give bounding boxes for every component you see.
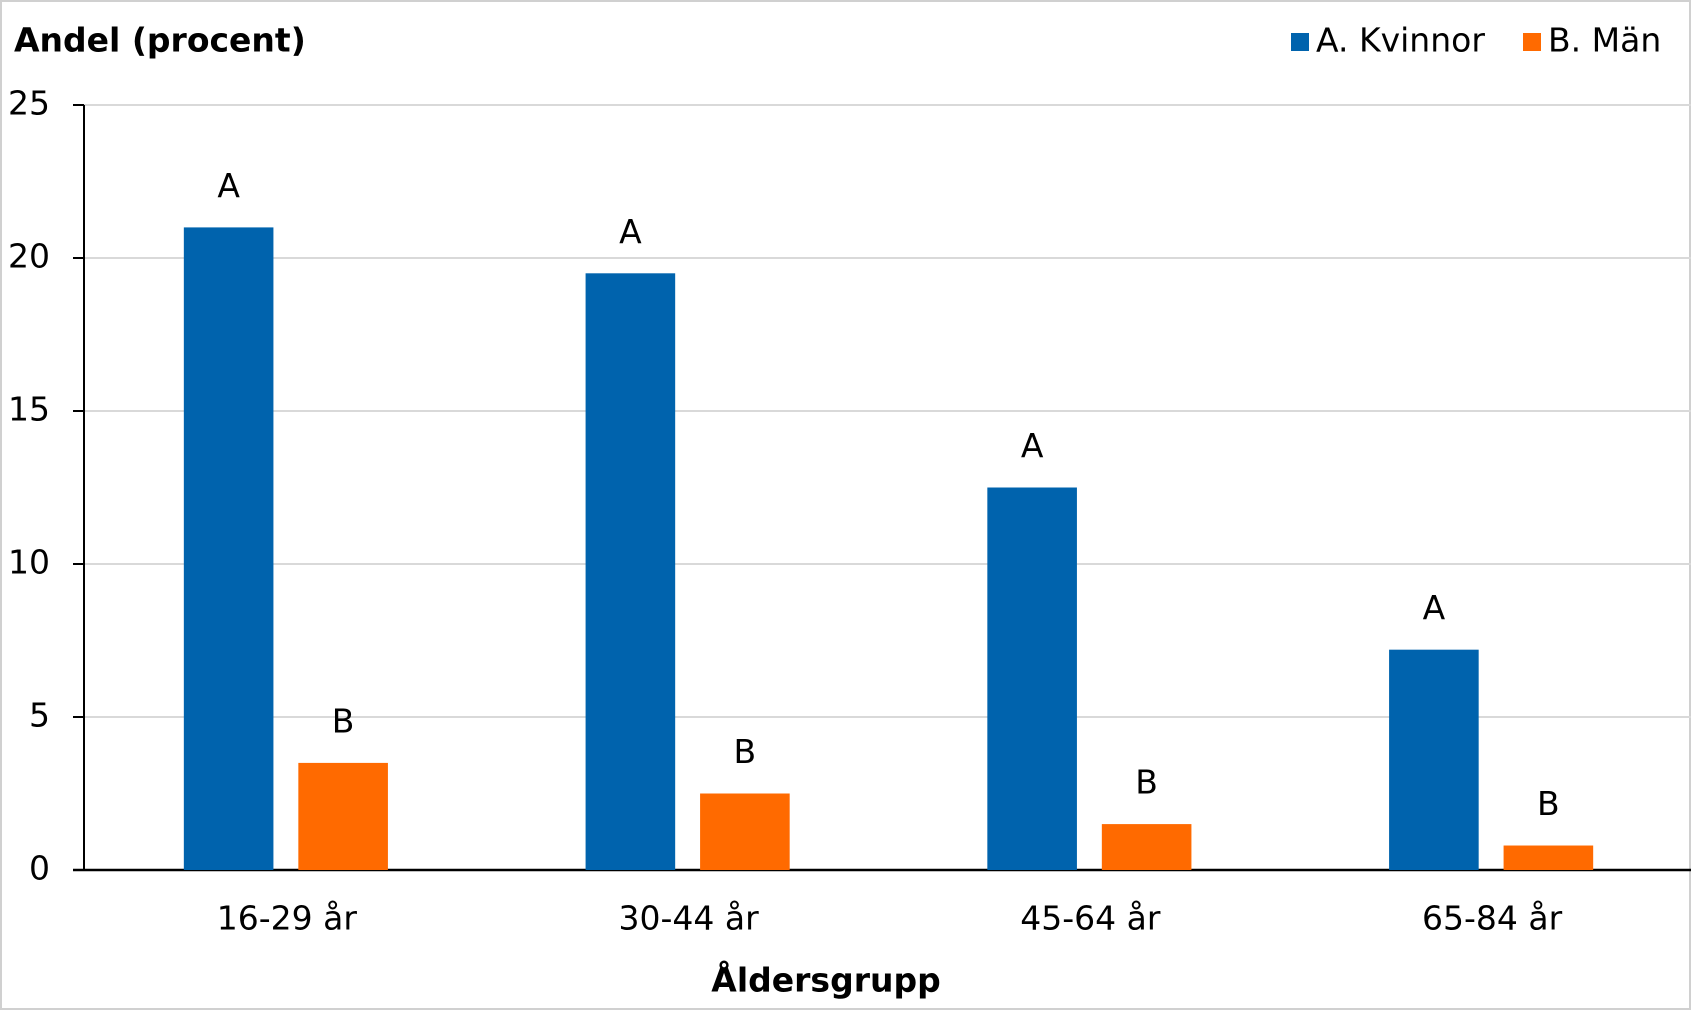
bar-label: A bbox=[1423, 588, 1446, 627]
bar bbox=[1101, 824, 1192, 870]
y-tick-label: 25 bbox=[8, 84, 50, 123]
y-tick-label: 20 bbox=[8, 237, 50, 276]
legend-label: B. Män bbox=[1548, 21, 1661, 60]
x-axis-title: Åldersgrupp bbox=[711, 960, 940, 1000]
bar-label: B bbox=[332, 701, 355, 740]
bar-label: B bbox=[734, 732, 757, 771]
bar bbox=[987, 487, 1077, 870]
x-tick-label: 45-64 år bbox=[1020, 899, 1161, 938]
legend-swatch bbox=[1291, 33, 1309, 51]
y-axis-title: Andel (procent) bbox=[14, 21, 306, 60]
x-tick-label: 16-29 år bbox=[217, 899, 358, 938]
legend-swatch bbox=[1523, 33, 1541, 51]
bar bbox=[700, 793, 790, 870]
bar-label: B bbox=[1135, 763, 1158, 802]
y-tick-label: 5 bbox=[29, 696, 50, 735]
y-tick-label: 0 bbox=[29, 849, 50, 888]
x-tick-label: 30-44 år bbox=[619, 899, 760, 938]
bar bbox=[183, 227, 274, 870]
bar bbox=[1389, 649, 1479, 870]
bar-label: A bbox=[217, 166, 240, 205]
bar-label: A bbox=[619, 212, 642, 251]
x-tick-label: 65-84 år bbox=[1422, 899, 1563, 938]
legend-label: A. Kvinnor bbox=[1316, 21, 1485, 60]
bar-label: A bbox=[1021, 426, 1044, 465]
bar bbox=[585, 273, 676, 870]
bar bbox=[298, 762, 388, 870]
bar bbox=[1503, 845, 1594, 870]
bar-label: B bbox=[1537, 784, 1560, 823]
y-tick-label: 10 bbox=[8, 543, 50, 582]
y-tick-label: 15 bbox=[8, 390, 50, 429]
